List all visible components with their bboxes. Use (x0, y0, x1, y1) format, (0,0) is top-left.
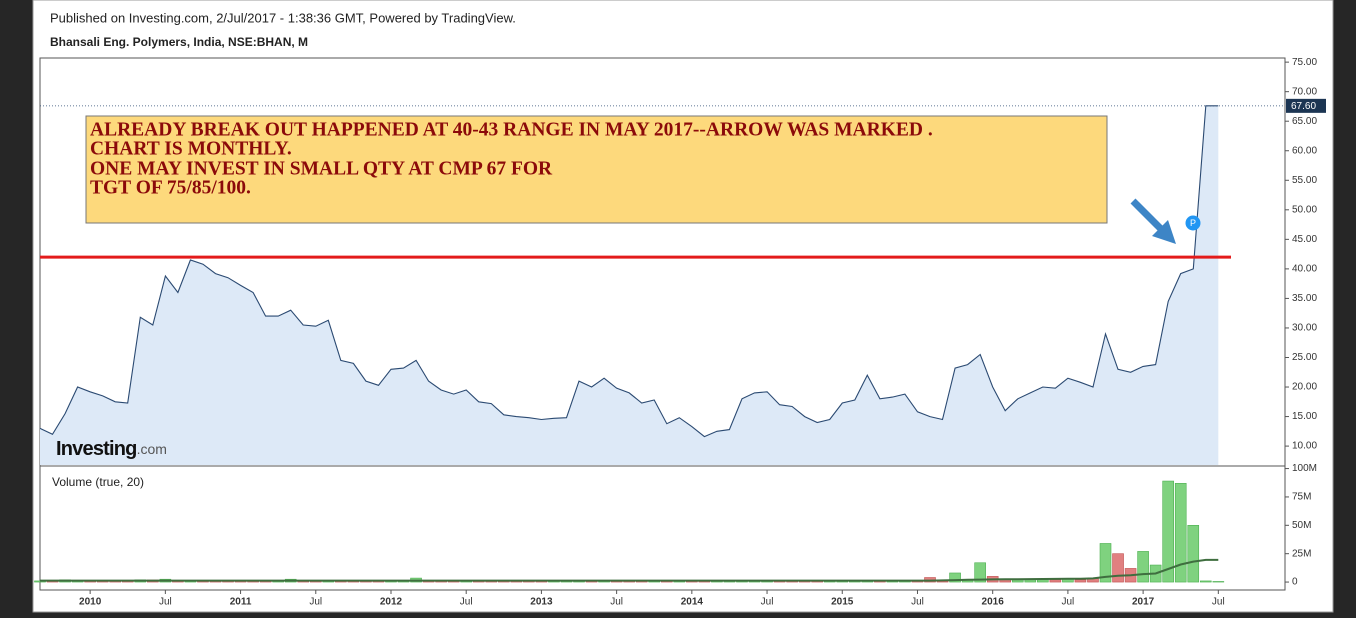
y-tick-label: 55.00 (1292, 175, 1317, 186)
volume-bar (1137, 551, 1149, 583)
volume-bar (1212, 581, 1225, 583)
annotation-line: TGT OF 75/85/100. (90, 177, 251, 198)
volume-bar (1174, 483, 1187, 583)
y-tick-label: 65.00 (1292, 116, 1317, 127)
x-tick-label: 2013 (530, 597, 553, 608)
y-tick-label: 20.00 (1292, 382, 1317, 393)
x-tick-label: 2014 (681, 597, 704, 608)
y-tick-label: 45.00 (1292, 234, 1317, 245)
y-tick-label: 100M (1292, 463, 1317, 474)
y-tick-label: 75M (1292, 492, 1311, 503)
y-tick-label: 70.00 (1292, 86, 1317, 97)
volume-bar (974, 562, 986, 583)
y-tick-label: 30.00 (1292, 323, 1317, 334)
arrow (1130, 198, 1176, 244)
volume-ma (40, 558, 1219, 582)
volume-bar (1199, 580, 1212, 583)
volume-bar (1049, 579, 1062, 583)
volume-bar (1112, 553, 1124, 583)
annotation-line: ALREADY BREAK OUT HAPPENED AT 40-43 RANG… (90, 119, 933, 140)
x-tick-label: Jul (1062, 597, 1075, 608)
last-price-label: 67.60 (1291, 101, 1316, 112)
y-tick-label: 75.00 (1292, 57, 1317, 68)
y-tick-label: 15.00 (1292, 411, 1317, 422)
volume-bar (1074, 579, 1087, 583)
plot-frame (39, 57, 1286, 591)
x-tick-label: 2017 (1132, 597, 1155, 608)
volume-bar (1037, 579, 1049, 583)
annotation-box (85, 115, 1108, 224)
volume-bar (1162, 480, 1174, 583)
y-tick-label: 25M (1292, 548, 1311, 559)
published: Published on Investing.com, 2/Jul/2017 -… (50, 10, 516, 25)
x-tick-label: 2015 (831, 597, 854, 608)
logo-main: Investing (56, 438, 137, 460)
y-tick-label: 10.00 (1292, 441, 1317, 452)
volume-title: Volume (true, 20) (52, 475, 144, 489)
x-tick-label: Jul (610, 597, 623, 608)
y-tick-label: 50M (1292, 520, 1311, 531)
annotation-line: ONE MAY INVEST IN SMALL QTY AT CMP 67 FO… (90, 158, 553, 179)
y-tick-label: 25.00 (1292, 352, 1317, 363)
price-area (40, 105, 1219, 466)
y-tick-label: 35.00 (1292, 293, 1317, 304)
x-tick-label: Jul (460, 597, 473, 608)
volume-bar (1187, 525, 1200, 583)
y-tick-label: 0 (1292, 577, 1298, 588)
publish-marker[interactable] (1185, 215, 1201, 231)
x-tick-label: 2011 (230, 597, 252, 608)
x-tick-label: 2016 (982, 597, 1005, 608)
x-tick-label: Jul (761, 597, 774, 608)
symbol-title: Bhansali Eng. Polymers, India, NSE:BHAN,… (50, 35, 308, 49)
x-tick-label: 2012 (380, 597, 403, 608)
last-price-box (1286, 98, 1326, 113)
logo: Investing.com (56, 438, 167, 460)
y-tick-label: 60.00 (1292, 145, 1317, 156)
logo-suffix: .com (137, 441, 167, 457)
volume-bar (949, 572, 961, 583)
publish-marker-label: P (1190, 218, 1196, 228)
y-tick-label: 40.00 (1292, 264, 1317, 275)
x-tick-label: Jul (159, 597, 172, 608)
x-tick-label: Jul (911, 597, 924, 608)
volume-bar (1099, 543, 1112, 583)
y-tick-label: 50.00 (1292, 204, 1317, 215)
x-tick-label: 2010 (79, 597, 102, 608)
price-line (39, 105, 1219, 438)
annotation-line: CHART IS MONTHLY. (90, 138, 292, 159)
x-tick-label: Jul (309, 597, 322, 608)
x-tick-label: Jul (1212, 597, 1225, 608)
